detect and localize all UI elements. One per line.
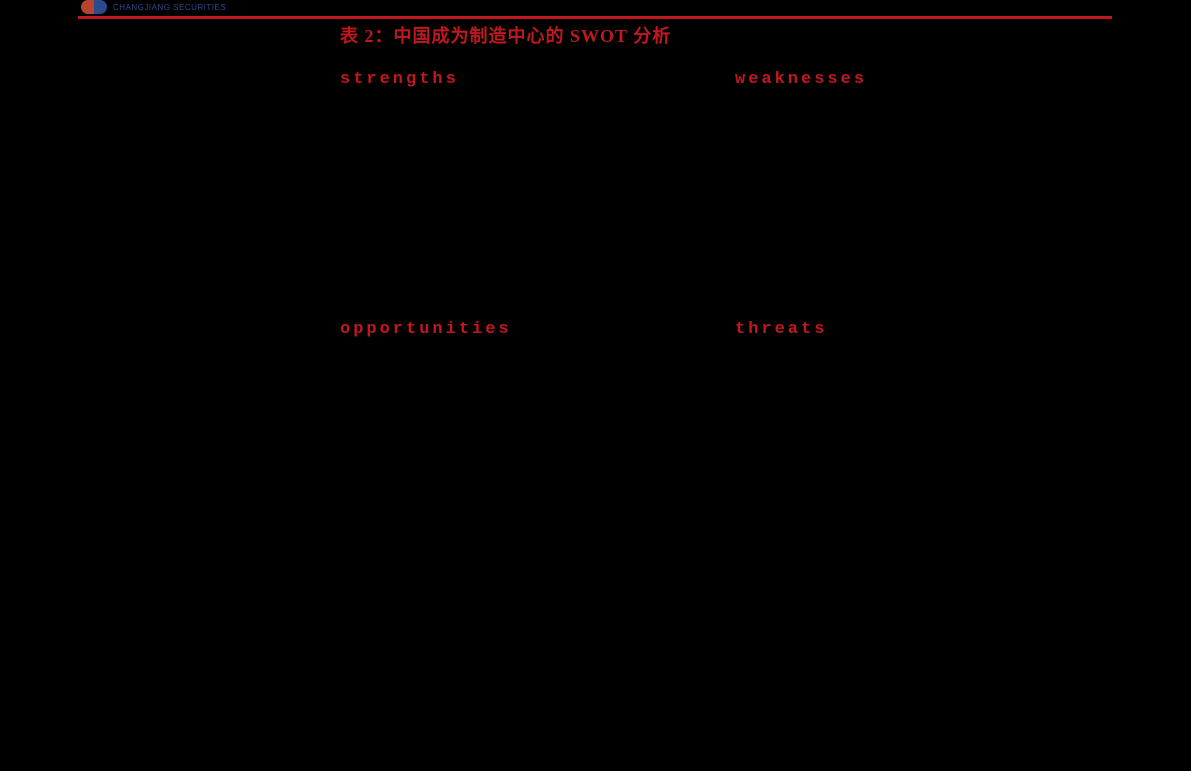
swot-weaknesses-label: weaknesses bbox=[735, 70, 867, 89]
logo-text: CHANGJIANG SECURITIES bbox=[113, 3, 226, 12]
table-title: 表 2：中国成为制造中心的 SWOT 分析 bbox=[340, 22, 671, 48]
swot-threats-label: threats bbox=[735, 320, 827, 339]
header-divider bbox=[78, 16, 1112, 19]
company-logo: CHANGJIANG SECURITIES bbox=[78, 0, 1112, 14]
swot-strengths-label: strengths bbox=[340, 70, 459, 89]
logo-icon bbox=[81, 0, 107, 14]
swot-opportunities-label: opportunities bbox=[340, 320, 512, 339]
document-header: CHANGJIANG SECURITIES bbox=[78, 0, 1112, 19]
